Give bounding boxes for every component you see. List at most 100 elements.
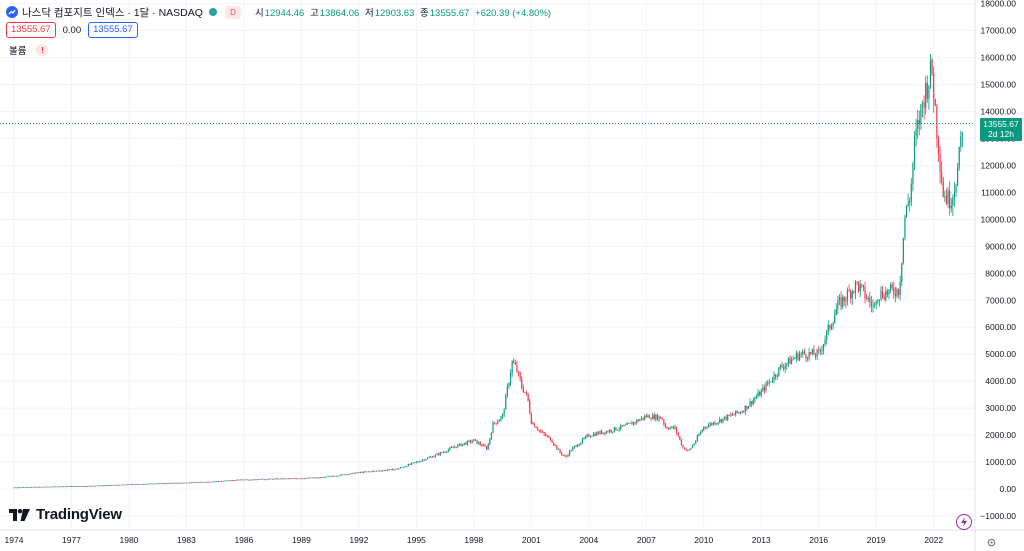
candle-body (232, 480, 234, 482)
candle-body (21, 487, 23, 489)
candle-body (668, 428, 670, 430)
candle-body (430, 456, 432, 458)
candle-body (933, 73, 935, 100)
symbol-title[interactable]: 나스닥 컴포지트 인덱스 · 1달 · NASDAQ (22, 6, 203, 19)
candle-body (233, 480, 235, 482)
candle-body (406, 466, 408, 468)
candle-body (327, 476, 330, 478)
candle-body (743, 411, 745, 413)
candle-body (845, 300, 847, 302)
candle-body (909, 200, 911, 204)
candle-body (227, 480, 229, 482)
candle-body (501, 414, 504, 417)
candle-body (557, 449, 560, 450)
candle-body (288, 478, 290, 480)
candle-body (423, 459, 425, 461)
candle-body (513, 361, 515, 364)
candle-body (310, 477, 312, 479)
data-status-badge[interactable]: D (224, 5, 241, 19)
candle-body (612, 431, 614, 433)
candle-body (307, 477, 309, 479)
candle-body (585, 436, 587, 439)
candle-body (311, 477, 314, 479)
candle-body (953, 192, 956, 198)
candle-body (410, 462, 413, 465)
candle-body (605, 431, 607, 434)
candle-body (380, 470, 382, 472)
candle-body (476, 439, 478, 444)
volume-warning-icon[interactable]: ! (36, 44, 49, 56)
candle-body (519, 372, 521, 380)
candle-body (383, 470, 386, 471)
candle-body (375, 470, 378, 472)
candle-body (230, 480, 232, 482)
candle-body (37, 486, 39, 488)
settings-gear-icon[interactable] (986, 537, 997, 548)
low-value: 12903.63 (374, 8, 415, 19)
candle-body (739, 412, 742, 414)
candle-body (40, 486, 42, 488)
y-tick-label: −1000.00 (980, 511, 1016, 521)
candle-body (262, 478, 264, 480)
candle-body (778, 367, 780, 376)
candle-body (853, 291, 855, 293)
sell-button[interactable]: 13555.67 (6, 22, 56, 38)
symbol-legend[interactable]: 나스닥 컴포지트 인덱스 · 1달 · NASDAQ D 시12944.46 고… (6, 4, 554, 20)
candle-body (961, 132, 964, 136)
candle-body (955, 185, 957, 193)
candle-body (150, 483, 152, 485)
lightning-button[interactable] (956, 514, 972, 530)
candle-body (133, 484, 135, 486)
close-label: 종 (420, 8, 429, 19)
candle-body (13, 487, 15, 489)
candle-body (141, 484, 143, 485)
candle-body (915, 129, 917, 136)
candle-body (642, 417, 644, 420)
candle-body (628, 423, 630, 425)
candle-body (626, 423, 628, 425)
candle-body (458, 443, 461, 445)
candle-body (545, 434, 547, 436)
candle-body (369, 471, 371, 473)
candle-body (374, 470, 376, 472)
candle-body (503, 409, 505, 415)
volume-legend[interactable]: 볼륨 ! (9, 43, 49, 57)
candle-body (235, 479, 237, 481)
candle-body (321, 477, 323, 479)
candle-body (746, 405, 748, 409)
candle-body (814, 354, 817, 357)
candle-body (379, 470, 381, 472)
candle-body (169, 482, 172, 484)
candle-body (305, 478, 307, 479)
candle-body (505, 395, 507, 410)
candle-body (452, 447, 454, 449)
candle-body (837, 300, 839, 310)
candle-body (516, 364, 518, 372)
close-value: 13555.67 (429, 8, 470, 19)
candle-body (711, 423, 713, 425)
candle-body (521, 379, 523, 388)
candle-body (658, 416, 660, 420)
candle-body (623, 425, 625, 427)
candle-body (848, 290, 850, 292)
candle-body (846, 290, 849, 301)
candle-body (446, 451, 448, 453)
candle-body (818, 349, 820, 351)
candle-body (802, 351, 804, 354)
candle-body (396, 468, 398, 470)
candle-body (58, 486, 60, 488)
y-tick-label: 7000.00 (985, 295, 1016, 305)
candle-body (907, 203, 909, 206)
candle-body (759, 392, 761, 396)
candle-body (155, 483, 157, 485)
candle-body (96, 485, 98, 487)
tradingview-logo[interactable]: TradingView (9, 506, 122, 523)
candle-body (340, 474, 342, 476)
buy-button[interactable]: 13555.67 (88, 22, 138, 38)
candle-body (808, 352, 810, 359)
candle-body (206, 481, 208, 483)
x-tick-label: 1995 (407, 535, 426, 545)
candle-body (94, 485, 97, 487)
candle-body (706, 427, 708, 429)
